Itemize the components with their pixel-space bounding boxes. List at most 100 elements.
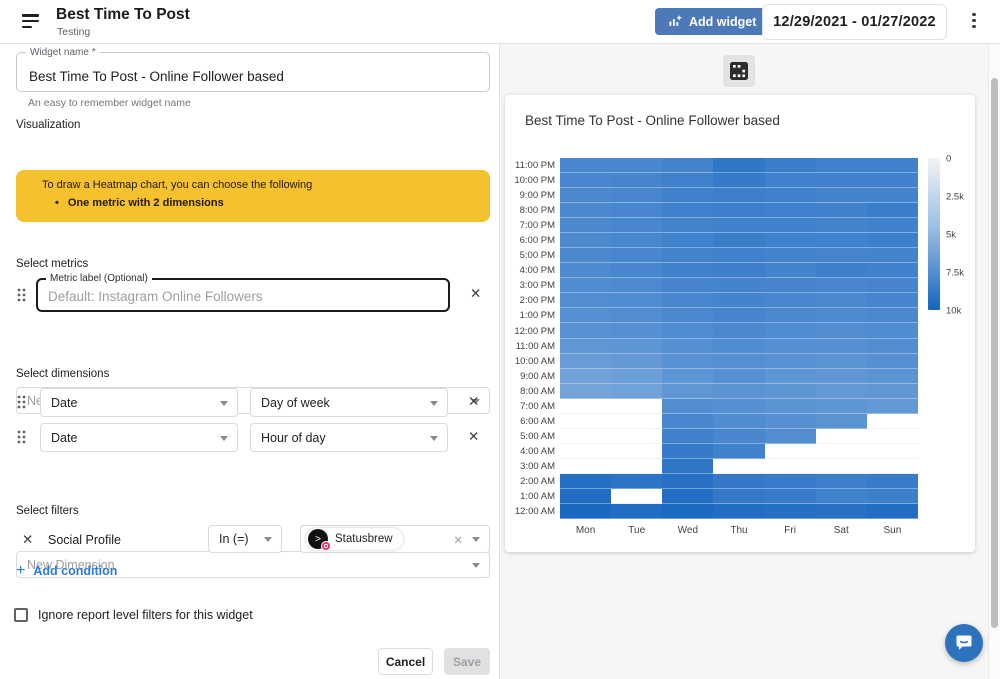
heatmap-cell [611,233,663,249]
heatmap-cell [815,473,867,489]
filter-value-select[interactable]: > Statusbrew ✕ [300,525,490,553]
remove-metric-icon[interactable]: ✕ [470,286,482,301]
heatmap-cell [611,188,663,204]
heatmap-cell [662,458,714,474]
heatmap-cell [662,173,714,189]
heatmap-cell [713,173,765,189]
heatmap-cell [764,248,816,264]
dimension-sub-select[interactable]: Day of week [250,388,448,417]
heatmap-cell [560,188,612,204]
chat-bubble-icon [954,633,974,653]
heatmap-cell [815,428,867,444]
heatmap-cell [815,323,867,339]
heatmap-cell [713,428,765,444]
chevron-down-icon [472,537,480,542]
heatmap-cell [764,368,816,384]
heatmap-cell [866,158,918,174]
heatmap-cell [866,218,918,234]
widget-name-field[interactable]: Widget name * [16,47,490,92]
chevron-down-icon [220,435,228,441]
heatmap-cell [815,443,867,459]
heatmap-cell [560,293,612,309]
heatmap-cell [713,488,765,504]
y-axis-label: 8:00 AM [520,385,555,397]
heatmap-cell [560,368,612,384]
y-axis-label: 10:00 AM [514,355,555,367]
drag-handle-icon[interactable] [16,287,27,303]
x-axis-label: Sun [883,525,902,536]
heatmap-y-labels: 11:00 PM 10:00 PM 9:00 PM 8:00 PM 7:00 PM 6:0… [505,158,555,519]
page-subtitle: Testing [57,26,91,38]
scrollbar-thumb[interactable] [991,78,998,628]
ignore-filters-checkbox-row[interactable]: Ignore report level filters for this wid… [14,608,488,622]
heatmap-cell [560,488,612,504]
heatmap-cell [815,263,867,279]
heatmap-cell [815,458,867,474]
clear-filter-value-icon[interactable]: ✕ [453,535,463,547]
heatmap-cell [611,503,663,519]
heatmap-cell [764,308,816,324]
remove-dimension-icon[interactable]: ✕ [468,429,480,444]
widget-name-helper: An easy to remember widget name [28,97,191,109]
y-axis-label: 1:00 PM [519,310,555,322]
add-condition-button[interactable]: + Add condition [16,563,490,579]
widget-preview-panel: Best Time To Post - Online Follower base… [500,44,988,679]
cancel-button[interactable]: Cancel [378,648,433,675]
more-options-icon[interactable] [967,13,981,31]
y-axis-label: 12:00 PM [514,325,555,337]
metric-label-input[interactable] [38,280,448,310]
y-axis-label: 3:00 PM [519,280,555,292]
heatmap-cell [611,263,663,279]
save-button[interactable]: Save [444,648,490,675]
checkbox-unchecked-icon[interactable] [14,608,28,622]
heatmap-cell [866,353,918,369]
heatmap-icon [730,62,748,80]
date-range-picker[interactable]: 12/29/2021 - 01/27/2022 [762,4,947,40]
profile-chip[interactable]: > Statusbrew [305,527,404,551]
heatmap-cell [764,488,816,504]
chat-launcher-button[interactable] [945,624,983,662]
heatmap-cell [713,203,765,219]
instagram-badge-icon [321,541,331,551]
filter-operator-select[interactable]: In (=) [208,525,282,553]
chart-preview-card: Best Time To Post - Online Follower base… [505,95,975,552]
filter-row: ✕ Social Profile In (=) > Statusbrew ✕ [16,525,490,553]
y-axis-label: 9:00 PM [519,190,555,202]
remove-filter-icon[interactable]: ✕ [22,532,34,547]
heatmap-cell [815,488,867,504]
metric-label-field[interactable]: Metric label (Optional) [36,273,450,312]
heatmap-cell [866,368,918,384]
select-filters-label: Select filters [16,505,79,517]
drag-handle-icon[interactable] [16,394,27,410]
dimension-sub-select[interactable]: Hour of day [250,423,448,452]
new-dimension-select[interactable]: New Dimension [16,551,490,578]
heatmap-cell [662,473,714,489]
heatmap-cell [611,413,663,429]
dimension-field-value: Date [51,395,78,410]
add-condition-label: Add condition [33,564,118,578]
heatmap-cell [866,203,918,219]
drag-handle-icon[interactable] [16,429,27,445]
heatmap-view-toggle-button[interactable] [723,55,755,87]
page-title: Best Time To Post [56,6,190,23]
new-dimension-placeholder: New Dimension [27,557,115,572]
heatmap-cell [764,158,816,174]
legend-tick-label: 10k [946,305,962,317]
heatmap-cell [764,353,816,369]
dimension-field-select[interactable]: Date [40,388,238,417]
page-scrollbar[interactable] [988,44,1000,679]
widget-name-input[interactable] [17,53,489,91]
add-widget-button[interactable]: Add widget [655,8,769,35]
heatmap-cell [866,188,918,204]
dimension-field-select[interactable]: Date [40,423,238,452]
remove-dimension-icon[interactable]: ✕ [468,394,480,409]
heatmap-cell [713,278,765,294]
heatmap-cell [611,383,663,399]
heatmap-cell [713,233,765,249]
heatmap-cell [764,338,816,354]
menu-icon[interactable] [22,14,39,29]
heatmap-cell [764,188,816,204]
heatmap-cell [662,503,714,519]
heatmap-cell [764,413,816,429]
y-axis-label: 11:00 AM [515,340,555,352]
